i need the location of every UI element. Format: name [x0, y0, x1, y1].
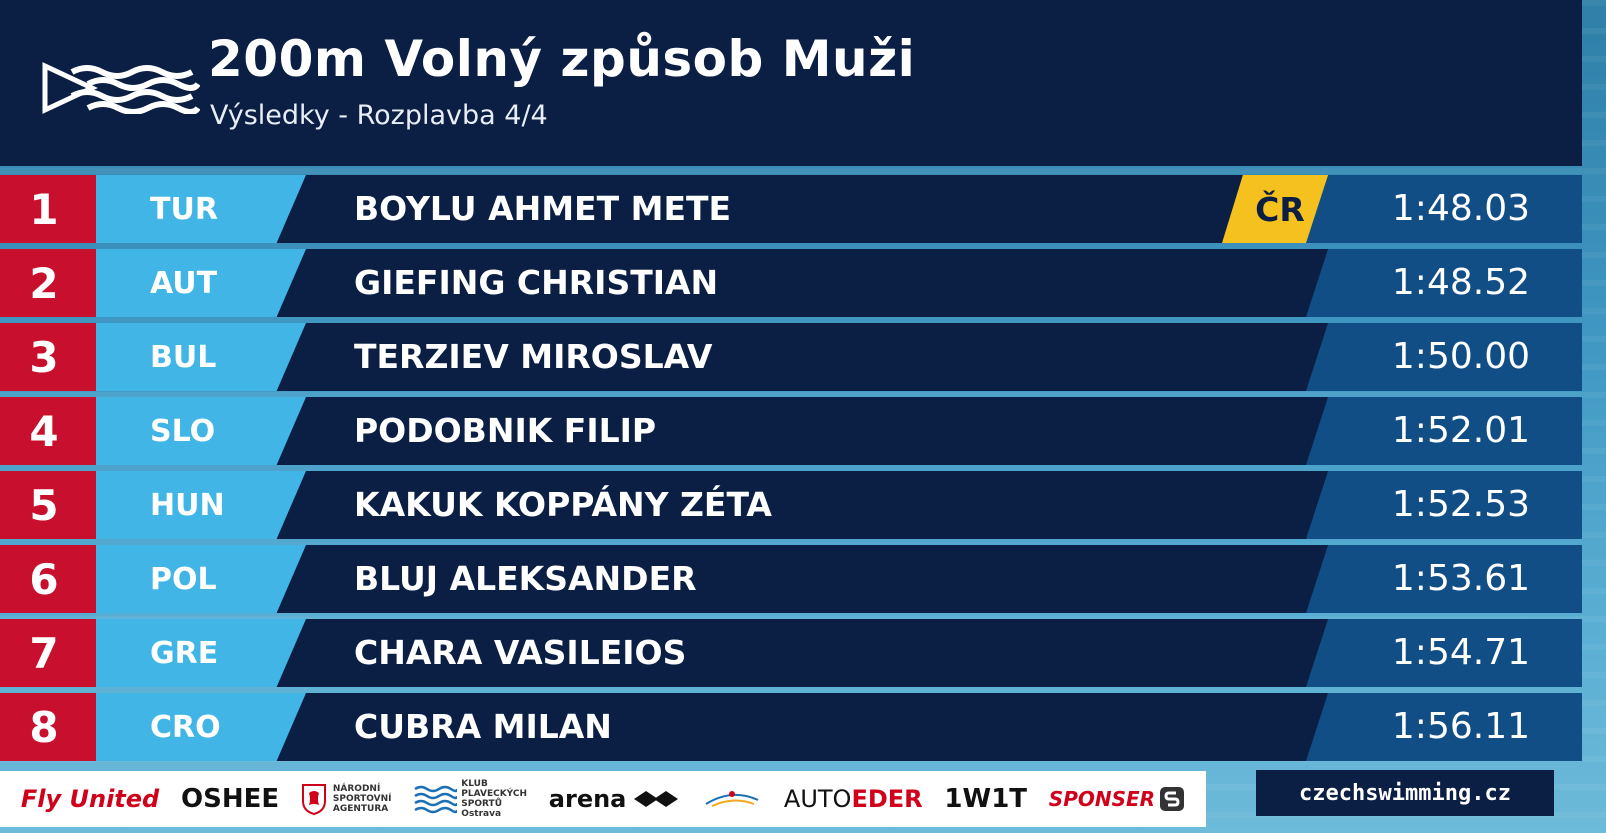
nation-code: CRO: [96, 693, 306, 761]
swoosh-icon: [705, 791, 759, 807]
nation-code: BUL: [96, 323, 306, 391]
swimmer-name: BLUJ ALEKSANDER: [354, 559, 697, 598]
sponsor-nsa: NÁRODNÍ SPORTOVNÍ AGENTURA: [301, 783, 392, 815]
nation-code: TUR: [96, 175, 306, 243]
nation-code: AUT: [96, 249, 306, 317]
kps-line: KLUB: [461, 779, 488, 789]
time-panel: [1306, 471, 1582, 539]
nation-code: HUN: [96, 471, 306, 539]
s-badge-icon: [1160, 787, 1185, 811]
result-time: 1:52.01: [1391, 410, 1530, 451]
diamond-icon: [634, 791, 679, 807]
arena-label: arena: [548, 785, 627, 813]
result-time: 1:50.00: [1391, 336, 1530, 377]
swimmer-name: TERZIEV MIROSLAV: [354, 337, 713, 376]
kps-line: SPORTŮ: [461, 799, 502, 809]
event-subtitle: Výsledky - Rozplavba 4/4: [210, 100, 548, 131]
waves-icon: [414, 785, 458, 814]
rank: 6: [0, 545, 96, 613]
lion-crest-icon: [301, 784, 326, 815]
sponsor-arena: arena: [549, 785, 681, 813]
result-row: 4 SLO PODOBNIK FILIP 1:52.01: [0, 397, 1582, 465]
result-row: 2 AUT GIEFING CHRISTIAN 1:48.52: [0, 249, 1582, 317]
time-panel: [1306, 175, 1582, 243]
swimmer-name: KAKUK KOPPÁNY ZÉTA: [354, 485, 772, 524]
sponsor-autoeder: AUTO EDER: [784, 785, 923, 813]
nsa-line: SPORTOVNÍ: [332, 794, 392, 804]
rank: 3: [0, 323, 96, 391]
time-panel: [1306, 619, 1582, 687]
nsa-line: AGENTURA: [332, 804, 389, 814]
result-row: 8 CRO CUBRA MILAN 1:56.11: [0, 693, 1582, 761]
sponsor-ostrava: [702, 786, 762, 812]
kps-line: PLAVECKÝCH: [461, 789, 528, 799]
swimmer-name: PODOBNIK FILIP: [354, 411, 657, 450]
rank: 1: [0, 175, 96, 243]
time-panel: [1306, 545, 1582, 613]
swimmer-name: CHARA VASILEIOS: [354, 633, 687, 672]
result-time: 1:52.53: [1391, 484, 1530, 525]
sponsor-sponser: SPONSER: [1049, 786, 1185, 812]
sponsor-kps: KLUB PLAVECKÝCH SPORTŮ Ostrava: [413, 779, 527, 819]
result-row: 3 BUL TERZIEV MIROSLAV 1:50.00: [0, 323, 1582, 391]
sponsor-bar: Fly United OSHEE NÁRODNÍ SPORTOVNÍ AGENT…: [0, 771, 1206, 827]
rank: 4: [0, 397, 96, 465]
results-table: 1 TUR BOYLU AHMET METE ČR 1:48.03 2 AUT …: [0, 175, 1582, 767]
swimmer-name: GIEFING CHRISTIAN: [354, 263, 719, 302]
autoeder-eder: EDER: [851, 785, 923, 813]
result-row: 7 GRE CHARA VASILEIOS 1:54.71: [0, 619, 1582, 687]
swimmer-name: CUBRA MILAN: [354, 707, 612, 746]
swimmer-name: BOYLU AHMET METE: [354, 189, 732, 228]
sponsor-fly-united: Fly United: [20, 785, 160, 813]
result-row: 5 HUN KAKUK KOPPÁNY ZÉTA 1:52.53: [0, 471, 1582, 539]
sponsor-oshee: OSHEE: [181, 784, 280, 814]
nation-code: SLO: [96, 397, 306, 465]
website-badge: czechswimming.cz: [1256, 770, 1554, 816]
sponser-label: SPONSER: [1048, 787, 1156, 811]
event-title: 200m Volný způsob Muži: [208, 30, 916, 88]
result-time: 1:48.52: [1391, 262, 1530, 303]
result-time: 1:53.61: [1391, 558, 1530, 599]
time-panel: [1306, 397, 1582, 465]
result-row: 6 POL BLUJ ALEKSANDER 1:53.61: [0, 545, 1582, 613]
rank: 2: [0, 249, 96, 317]
autoeder-auto: AUTO: [783, 785, 852, 813]
rank: 8: [0, 693, 96, 761]
sponsor-1w1t: 1W1T: [944, 784, 1028, 814]
rank: 7: [0, 619, 96, 687]
nation-code: GRE: [96, 619, 306, 687]
result-row: 1 TUR BOYLU AHMET METE ČR 1:48.03: [0, 175, 1582, 243]
nsa-line: NÁRODNÍ: [332, 784, 381, 794]
waves-flag-logo-icon: [42, 62, 200, 114]
time-panel: [1306, 693, 1582, 761]
header: 200m Volný způsob Muži Výsledky - Rozpla…: [0, 0, 1582, 166]
rank: 5: [0, 471, 96, 539]
time-panel: [1306, 323, 1582, 391]
kps-line: Ostrava: [461, 809, 502, 819]
nation-code: POL: [96, 545, 306, 613]
result-time: 1:54.71: [1391, 632, 1530, 673]
time-panel: [1306, 249, 1582, 317]
result-time: 1:48.03: [1391, 188, 1530, 229]
result-time: 1:56.11: [1391, 706, 1530, 747]
